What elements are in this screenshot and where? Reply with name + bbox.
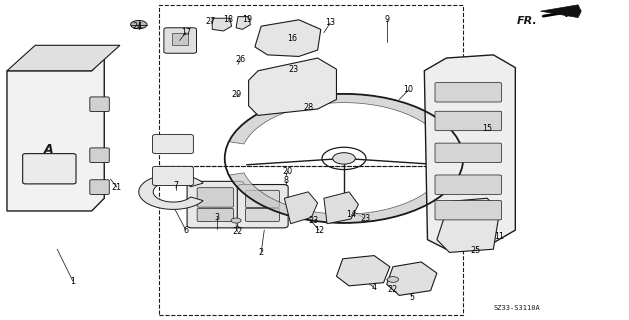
FancyBboxPatch shape — [435, 175, 501, 195]
Polygon shape — [248, 58, 337, 116]
Polygon shape — [425, 55, 515, 249]
Text: 22: 22 — [232, 227, 242, 236]
Circle shape — [333, 153, 355, 164]
Text: A: A — [44, 143, 54, 156]
Text: 3: 3 — [214, 213, 220, 222]
Polygon shape — [284, 192, 318, 224]
Text: 17: 17 — [181, 28, 191, 37]
Polygon shape — [437, 198, 499, 252]
Text: 20: 20 — [282, 167, 292, 176]
Polygon shape — [337, 256, 390, 286]
FancyBboxPatch shape — [153, 166, 193, 186]
FancyBboxPatch shape — [23, 154, 76, 184]
FancyBboxPatch shape — [435, 200, 501, 220]
FancyBboxPatch shape — [197, 188, 233, 207]
Text: 28: 28 — [303, 103, 313, 112]
Polygon shape — [387, 262, 437, 295]
FancyBboxPatch shape — [245, 190, 279, 207]
Text: 4: 4 — [372, 283, 377, 292]
Text: 23: 23 — [360, 214, 370, 223]
FancyBboxPatch shape — [197, 208, 233, 221]
Text: 8: 8 — [284, 176, 289, 185]
Text: 15: 15 — [482, 124, 492, 132]
Text: 26: 26 — [235, 55, 245, 64]
Polygon shape — [212, 18, 231, 31]
Text: FR.: FR. — [516, 16, 537, 27]
Bar — [172, 33, 187, 45]
Text: 13: 13 — [325, 19, 335, 28]
FancyBboxPatch shape — [435, 83, 501, 102]
Text: 7: 7 — [174, 181, 179, 190]
FancyBboxPatch shape — [164, 28, 196, 53]
Text: 6: 6 — [183, 226, 188, 235]
FancyBboxPatch shape — [245, 208, 279, 221]
Polygon shape — [139, 174, 203, 209]
Polygon shape — [255, 20, 321, 56]
Bar — [159, 5, 463, 166]
Text: 21: 21 — [112, 183, 122, 192]
FancyBboxPatch shape — [237, 185, 288, 228]
Text: 2: 2 — [259, 248, 264, 257]
FancyBboxPatch shape — [90, 180, 109, 195]
Polygon shape — [540, 5, 581, 18]
Text: 14: 14 — [347, 210, 357, 219]
Text: 11: 11 — [494, 232, 504, 241]
FancyBboxPatch shape — [187, 181, 244, 228]
Text: 29: 29 — [231, 90, 241, 99]
Text: 23: 23 — [309, 216, 319, 225]
Text: 24: 24 — [133, 22, 143, 31]
Polygon shape — [229, 173, 459, 223]
FancyBboxPatch shape — [153, 134, 193, 154]
Polygon shape — [229, 94, 459, 144]
Bar — [159, 166, 463, 315]
Text: 18: 18 — [223, 15, 233, 24]
Text: 10: 10 — [404, 85, 414, 94]
Text: 27: 27 — [206, 17, 216, 26]
Polygon shape — [7, 58, 104, 211]
Text: 12: 12 — [314, 226, 324, 235]
Circle shape — [387, 276, 399, 282]
Text: SZ33-S3110A: SZ33-S3110A — [494, 305, 540, 311]
Text: 25: 25 — [470, 246, 481, 255]
Polygon shape — [236, 17, 250, 29]
Circle shape — [231, 218, 241, 223]
Text: 23: 23 — [289, 65, 299, 74]
Polygon shape — [324, 192, 359, 224]
Text: 16: 16 — [287, 35, 298, 44]
Text: 1: 1 — [70, 276, 75, 285]
Text: 9: 9 — [384, 15, 389, 24]
Text: 22: 22 — [388, 284, 398, 293]
FancyBboxPatch shape — [90, 97, 109, 112]
Text: 5: 5 — [409, 292, 415, 301]
Polygon shape — [7, 45, 120, 71]
Circle shape — [131, 20, 147, 29]
FancyBboxPatch shape — [435, 143, 501, 163]
Text: 19: 19 — [242, 15, 252, 24]
FancyBboxPatch shape — [435, 111, 501, 131]
FancyBboxPatch shape — [90, 148, 109, 163]
